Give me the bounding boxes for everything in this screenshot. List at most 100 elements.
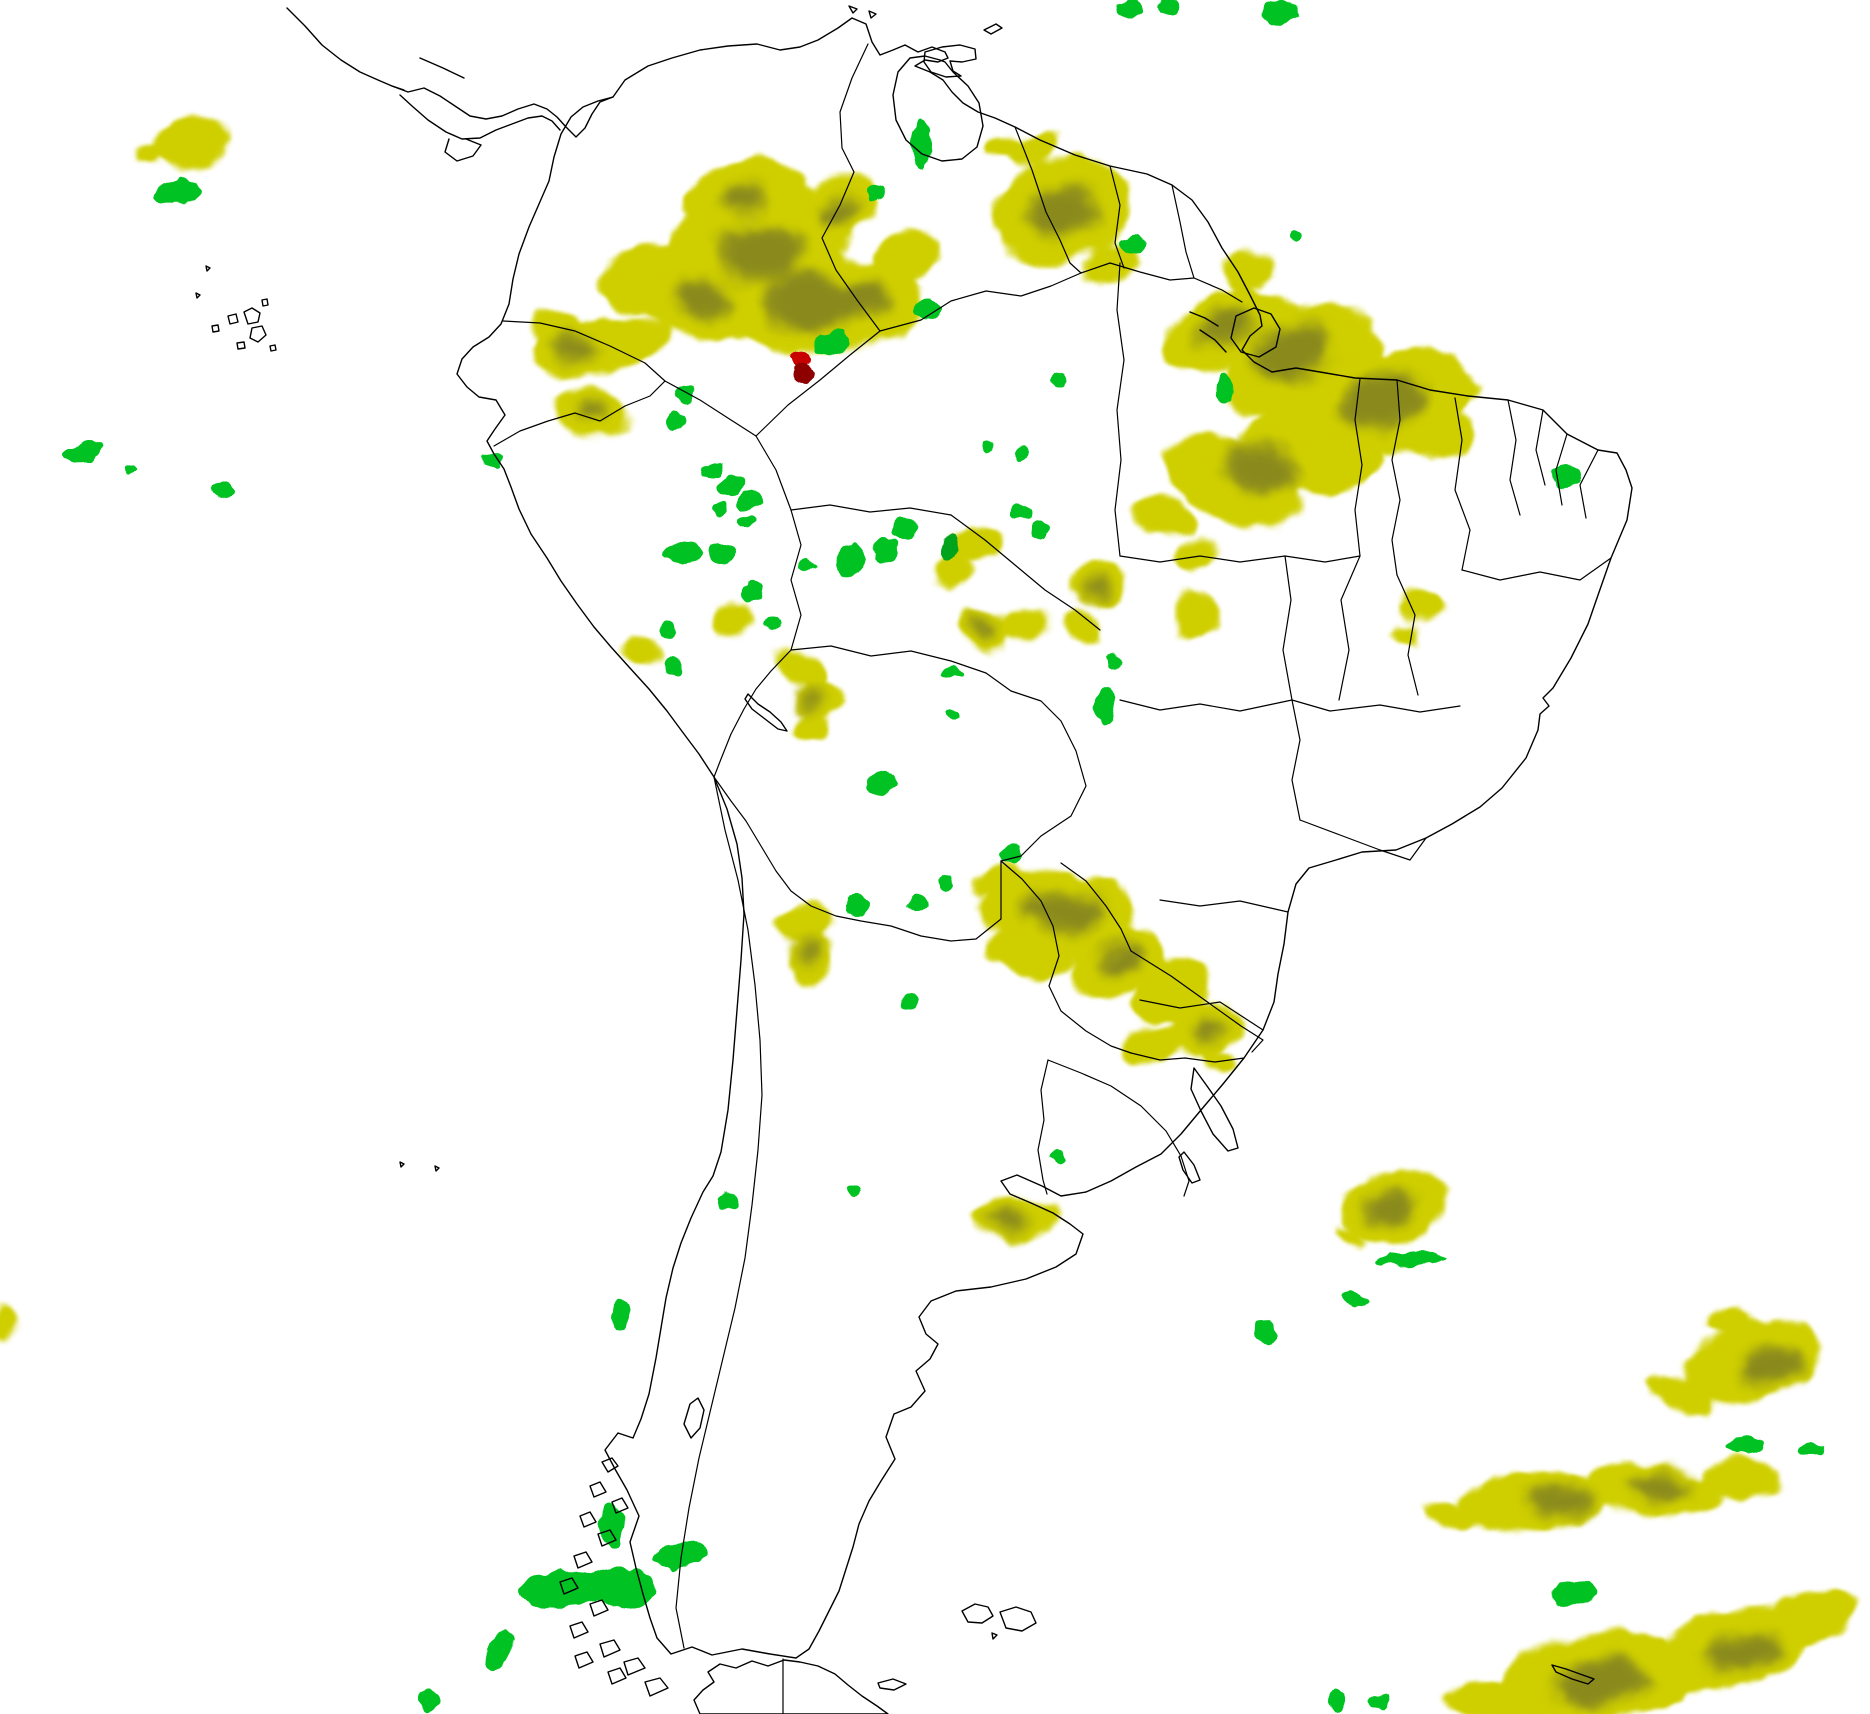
yellow-cell-28: [928, 556, 972, 588]
galapagos-island-5: [261, 298, 269, 307]
yellow-cell-64: [1444, 1682, 1540, 1714]
olive-core-10: [1340, 373, 1424, 431]
azuero-peninsula: [444, 138, 482, 162]
olive-core-11: [1227, 445, 1297, 495]
green-cell-46: [908, 895, 930, 911]
green-cell-44: [940, 877, 952, 891]
caribbean-islet-1: [848, 5, 858, 14]
olive-core-1: [766, 271, 858, 333]
green-cell-3: [209, 483, 233, 499]
galapagos-island-4: [211, 324, 220, 333]
precip-layer-red: [792, 351, 813, 383]
green-cell-7: [912, 120, 932, 170]
yellow-cell-53: [1339, 1230, 1365, 1246]
fjord-islet-14: [574, 1651, 594, 1669]
state-saopaulo-coast: [1299, 819, 1427, 861]
green-cell-56: [1798, 1443, 1822, 1457]
juan-fernandez-islet-1: [399, 1161, 405, 1168]
yellow-cell-67: [0, 1303, 14, 1341]
green-cell-64: [485, 1629, 515, 1671]
state-piaui-ceara: [1454, 397, 1471, 571]
trinidad-island: [923, 44, 977, 78]
olive-core-6: [553, 336, 597, 360]
border-bolivia-argentina-paraguay: [713, 776, 1002, 942]
green-cell-41: [1095, 685, 1115, 723]
green-cell-45: [847, 893, 867, 917]
olive-core-16: [799, 940, 821, 964]
olive-core-20: [1025, 893, 1065, 917]
green-cell-1: [63, 443, 101, 461]
border-brazil-uruguay: [1130, 1052, 1245, 1063]
green-cell-48: [1048, 1152, 1068, 1162]
falkland-west-island: [961, 1603, 994, 1624]
state-santacatarina: [1139, 999, 1264, 1031]
state-riograndenorte: [1535, 409, 1546, 486]
border-peru-brazil: [755, 435, 802, 651]
caribbean-islet-2: [868, 10, 877, 19]
yellow-cell-14: [1085, 239, 1135, 285]
green-cell-15: [1551, 465, 1581, 487]
green-cell-62: [588, 1566, 656, 1608]
state-pernambuco: [1579, 449, 1599, 519]
olive-core-14: [972, 618, 998, 638]
south-america-coastline: [456, 17, 1633, 1659]
border-bolivia-brazil: [790, 645, 1087, 862]
yellow-cell-49: [1204, 1051, 1240, 1073]
green-cell-11: [1289, 230, 1301, 240]
green-cell-63: [652, 1542, 708, 1568]
south-georgia-island: [1551, 1664, 1595, 1685]
caribbean-coast-fragment: [419, 57, 465, 79]
green-cell-35: [1015, 448, 1027, 464]
state-tocantins: [1338, 555, 1361, 701]
galapagos-island-2: [249, 325, 267, 343]
green-cell-58: [1329, 1688, 1343, 1712]
juan-fernandez-islet-2: [434, 1165, 440, 1172]
fjord-islet-6: [573, 1551, 593, 1569]
lagoa-mirim: [1178, 1151, 1201, 1184]
border-layer: [493, 43, 1612, 1714]
chiloe-island: [683, 1397, 705, 1439]
green-cell-55: [1727, 1437, 1763, 1453]
green-cell-22: [711, 504, 727, 516]
olive-core-8: [1028, 185, 1096, 239]
fjord-islet-9: [569, 1621, 589, 1639]
state-minas-vertical: [1291, 699, 1301, 821]
green-cell-6: [1261, 0, 1301, 27]
yellow-cell-25: [1399, 593, 1445, 621]
green-cell-53: [1338, 1291, 1370, 1307]
yellow-cell-56: [1708, 1308, 1756, 1332]
border-peru-colombia: [664, 380, 757, 437]
green-cell-12: [814, 331, 850, 357]
green-cell-25: [707, 543, 737, 563]
precip-layer-green: [63, 0, 1822, 1712]
state-amazonas-para: [1114, 262, 1125, 557]
fjord-islet-1: [601, 1457, 619, 1473]
green-cell-27: [764, 617, 782, 627]
border-guianas-brazil: [1109, 262, 1243, 303]
green-cell-36: [1008, 505, 1034, 519]
border-paraguay-brazil: [1060, 862, 1132, 952]
fjord-islet-2: [589, 1481, 607, 1498]
fjord-islet-3: [611, 1497, 629, 1514]
green-cell-57: [1551, 1579, 1595, 1607]
green-cell-33: [665, 656, 681, 676]
state-bahia-west: [1396, 574, 1419, 696]
yellow-cell-27: [947, 526, 1005, 564]
state-para-maranhao: [1354, 378, 1363, 557]
border-colombia-ecuador: [502, 320, 666, 382]
yellow-cell-59: [1698, 1458, 1786, 1498]
yellow-cell-7: [872, 227, 938, 283]
green-cell-5: [1159, 0, 1179, 14]
olive-core-13: [1081, 579, 1109, 601]
green-cell-23: [737, 515, 753, 527]
tobago-island: [983, 23, 1003, 35]
olive-core-22: [1363, 1187, 1417, 1225]
border-suriname-frguiana: [1171, 184, 1195, 279]
green-cell-28: [797, 560, 817, 574]
yellow-cell-63: [1765, 1586, 1859, 1650]
green-cell-65: [418, 1688, 438, 1712]
precip-layer-yellow: [0, 114, 1859, 1714]
olive-core-2: [670, 276, 730, 320]
